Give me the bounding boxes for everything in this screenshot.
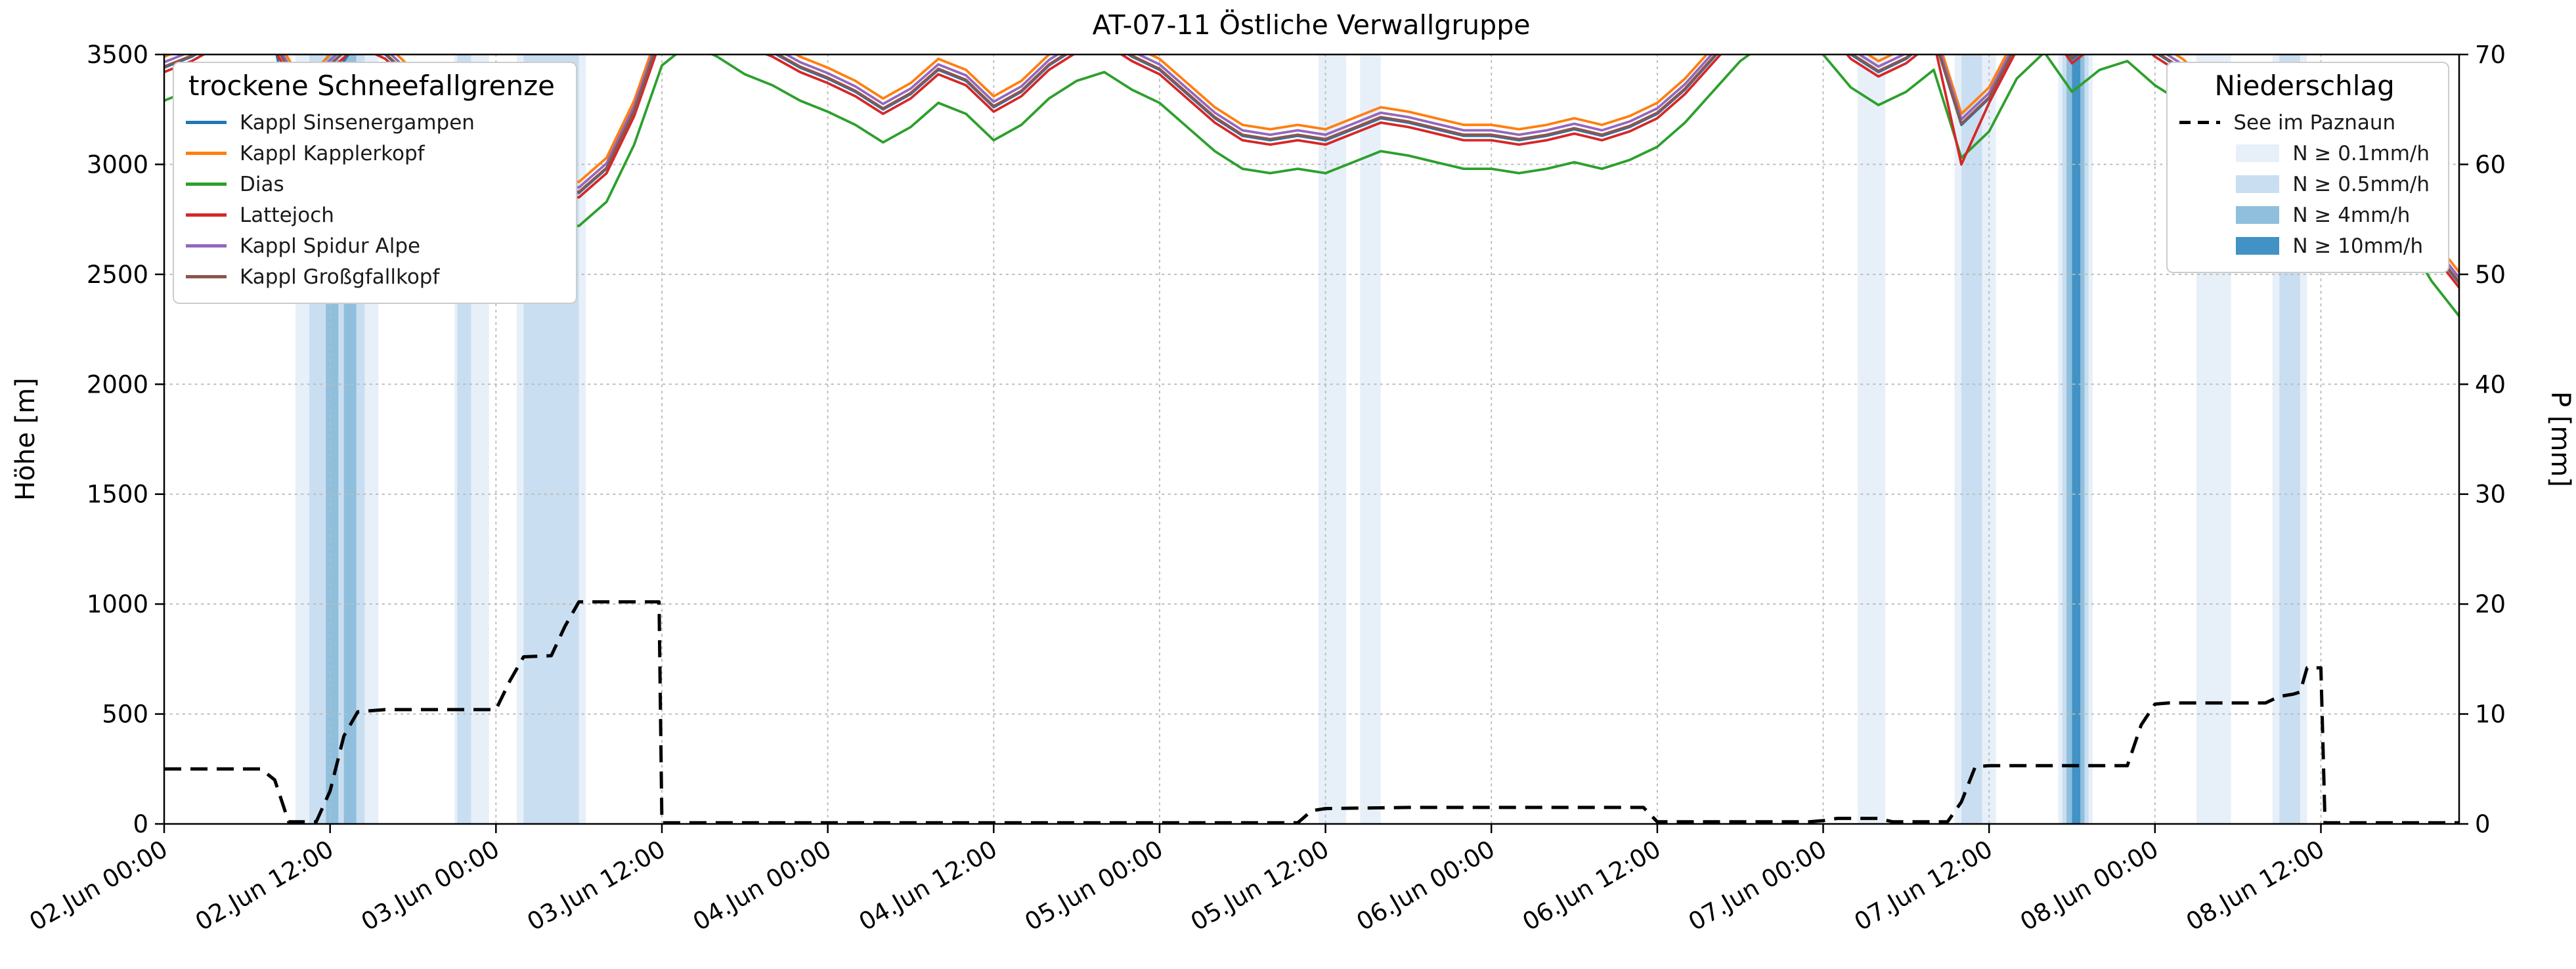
legend-snowfall-entries: Kappl Sinsenergampen Kappl Kapplerkopf Dia… (186, 107, 557, 292)
chart-title: AT-07-11 Östliche Verwallgruppe (1093, 9, 1531, 41)
precip-cumulative-line (164, 600, 2459, 824)
legend-entry: N ≥ 4mm/h (2179, 200, 2430, 230)
precip-band (1319, 54, 1347, 824)
legend-entry-label: Kappl Kapplerkopf (240, 141, 425, 165)
legend-entry-label: N ≥ 10mm/h (2292, 234, 2424, 258)
legend-entry-label: See im Paznaun (2233, 110, 2396, 135)
y-tick-label-right: 60 (2475, 150, 2506, 179)
legend-entry: Kappl Kapplerkopf (186, 138, 557, 169)
x-tick-label: 06.Jun 12:00 (1517, 835, 1665, 937)
legend-precip: Niederschlag See im Paznaun N ≥ 0.1mm/h N … (2166, 62, 2449, 273)
x-tick-label: 08.Jun 12:00 (2181, 835, 2329, 937)
legend-precip-title: Niederschlag (2214, 70, 2395, 102)
x-tick-label: 06.Jun 00:00 (1352, 835, 1500, 937)
legend-entry-label: Dias (240, 172, 284, 196)
legend-entry-label: Lattejoch (240, 203, 334, 227)
legend-band-swatch (2236, 206, 2280, 224)
y-tick-label-right: 30 (2475, 481, 2506, 509)
legend-entry-label: N ≥ 0.5mm/h (2292, 172, 2430, 196)
legend-band-swatch (2236, 144, 2280, 162)
legend-dashed-line-swatch (2179, 121, 2221, 124)
x-tick-label: 04.Jun 00:00 (688, 835, 836, 937)
x-tick-label: 07.Jun 12:00 (1850, 835, 1997, 937)
y-tick-label-right: 40 (2475, 370, 2506, 398)
y-tick-label-left: 0 (133, 810, 148, 838)
legend-line-swatch (186, 183, 227, 186)
legend-entry-label: Kappl Spidur Alpe (240, 234, 421, 258)
y-tick-label-right: 70 (2475, 41, 2506, 69)
x-tick-label: 05.Jun 12:00 (1186, 835, 1334, 937)
x-tick-label: 03.Jun 12:00 (522, 835, 670, 937)
legend-entry: Kappl Großgfallkopf (186, 261, 557, 292)
x-tick-label: 07.Jun 00:00 (1684, 835, 1831, 937)
legend-line-swatch (186, 244, 227, 248)
y-tick-label-right: 20 (2475, 590, 2506, 618)
y-tick-label-left: 1000 (87, 590, 148, 618)
legend-entry: Kappl Spidur Alpe (186, 230, 557, 261)
precip-band (1961, 54, 1982, 824)
legend-band-swatch (2236, 237, 2280, 255)
legend-entry-label: Kappl Sinsenergampen (240, 110, 475, 135)
legend-entry-label: N ≥ 0.1mm/h (2292, 141, 2430, 165)
legend-entry: Kappl Sinsenergampen (186, 107, 557, 138)
legend-line-swatch (186, 121, 227, 124)
y-tick-label-left: 3000 (87, 150, 148, 179)
y-axis-label-left: Höhe [m] (11, 377, 41, 500)
legend-band-swatch (2236, 175, 2280, 193)
y-tick-label-right: 0 (2475, 810, 2491, 838)
legend-snowfall-line: trockene Schneefallgrenze Kappl Sinsener… (173, 62, 577, 304)
y-tick-label-left: 2000 (87, 370, 148, 398)
legend-entry-label: N ≥ 4mm/h (2292, 203, 2411, 227)
legend-line-swatch (186, 213, 227, 217)
legend-entry: See im Paznaun (2179, 107, 2430, 138)
precip-band (1360, 54, 1381, 824)
x-tick-label: 05.Jun 00:00 (1020, 835, 1168, 937)
legend-entry: N ≥ 0.1mm/h (2179, 138, 2430, 169)
precip-band (1858, 54, 1886, 824)
x-tick-label: 04.Jun 12:00 (854, 835, 1002, 937)
legend-line-swatch (186, 152, 227, 155)
y-tick-label-right: 50 (2475, 261, 2506, 289)
legend-precip-entries: See im Paznaun N ≥ 0.1mm/h N ≥ 0.5mm/h N ≥ … (2179, 107, 2430, 261)
x-tick-label: 02.Jun 12:00 (190, 835, 338, 937)
y-tick-label-left: 500 (102, 700, 148, 729)
legend-entry: N ≥ 10mm/h (2179, 230, 2430, 261)
y-axis-label-right: P [mm] (2545, 391, 2575, 487)
legend-entry: Dias (186, 169, 557, 200)
legend-entry: Lattejoch (186, 200, 557, 230)
y-tick-label-left: 2500 (87, 261, 148, 289)
y-tick-label-right: 10 (2475, 700, 2506, 729)
legend-entry: N ≥ 0.5mm/h (2179, 169, 2430, 200)
precip-band (2072, 54, 2081, 824)
legend-entry-label: Kappl Großgfallkopf (240, 265, 440, 289)
y-tick-label-left: 3500 (87, 41, 148, 69)
plot-frame (163, 53, 2460, 825)
x-tick-label: 08.Jun 00:00 (2015, 835, 2163, 937)
y-tick-label-left: 1500 (87, 481, 148, 509)
legend-snowfall-title: trockene Schneefallgrenze (188, 70, 555, 102)
precip-line-layer (164, 600, 2459, 824)
legend-line-swatch (186, 275, 227, 278)
x-tick-label: 03.Jun 00:00 (357, 835, 504, 937)
x-tick-label: 02.Jun 00:00 (24, 835, 172, 937)
